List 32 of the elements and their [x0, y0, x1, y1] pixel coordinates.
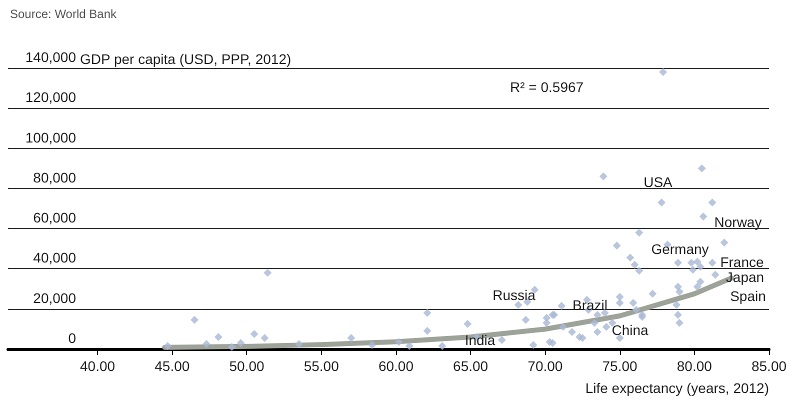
x-tick-label: 45.00: [154, 358, 190, 374]
annotation: Norway: [714, 214, 762, 230]
y-tick-label: 120,000: [25, 89, 76, 106]
annotation: Brazil: [572, 297, 608, 313]
annotation: China: [612, 322, 648, 338]
x-tick-label: 40.00: [80, 358, 116, 374]
x-axis-title: Life expectancy (years, 2012): [585, 380, 769, 396]
source-note: Source: World Bank: [10, 7, 118, 21]
annotation: Germany: [651, 241, 709, 257]
y-axis-title: GDP per capita (USD, PPP, 2012): [80, 51, 292, 67]
annotation: R² = 0.5967: [510, 79, 584, 95]
y-tick-label: 20,000: [33, 290, 76, 306]
x-tick-label: 55.00: [304, 358, 340, 374]
x-tick-label: 70.00: [528, 358, 563, 374]
x-tick-label: 75.00: [602, 358, 638, 374]
x-tick-label: 80.00: [676, 358, 712, 374]
y-tick-label: 100,000: [25, 129, 76, 146]
y-tick-label: 80,000: [33, 169, 76, 186]
x-tick-label: 60.00: [378, 358, 414, 374]
annotation: Spain: [730, 288, 766, 304]
y-tick-label: 140,000: [25, 49, 76, 65]
x-tick-label: 65.00: [453, 358, 488, 374]
annotation: France: [720, 254, 764, 270]
y-tick-label: 0: [68, 330, 76, 346]
annotation: USA: [644, 174, 674, 190]
y-tick-label: 60,000: [33, 210, 76, 226]
annotation: Russia: [492, 287, 536, 303]
annotation: Japan: [726, 269, 764, 285]
y-tick-label: 40,000: [33, 250, 76, 266]
x-tick-label: 50.00: [229, 358, 264, 374]
annotation: India: [464, 332, 496, 348]
x-tick-label: 85.00: [751, 358, 787, 374]
